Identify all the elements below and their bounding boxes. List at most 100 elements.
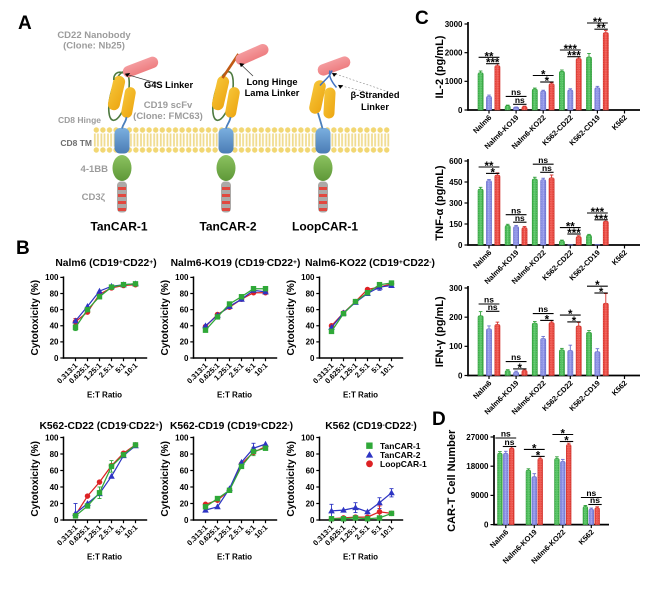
- svg-text:**: **: [566, 222, 575, 234]
- svg-text:***: ***: [567, 228, 581, 240]
- svg-text:40: 40: [180, 322, 189, 331]
- svg-text:0: 0: [54, 354, 59, 363]
- svg-text:60: 60: [180, 305, 189, 314]
- svg-text:*: *: [536, 450, 541, 462]
- svg-text:0: 0: [54, 516, 59, 525]
- svg-text:*: *: [518, 363, 523, 375]
- svg-text:TanCAR-1: TanCAR-1: [90, 220, 147, 234]
- svg-text:E:T Ratio: E:T Ratio: [87, 391, 122, 400]
- svg-text:100: 100: [301, 433, 315, 442]
- svg-text:E:T Ratio: E:T Ratio: [217, 553, 252, 562]
- svg-text:*: *: [545, 76, 550, 88]
- svg-text:ns: ns: [505, 437, 515, 447]
- svg-text:20: 20: [50, 499, 59, 508]
- svg-text:E:T Ratio: E:T Ratio: [343, 391, 378, 400]
- svg-text:C: C: [415, 8, 429, 29]
- svg-text:100: 100: [301, 273, 315, 282]
- svg-text:Cytotoxicity (%): Cytotoxicity (%): [286, 280, 297, 356]
- svg-text:40: 40: [50, 483, 59, 492]
- svg-text:Nalm6-KO19 (CD19-CD22+): Nalm6-KO19 (CD19-CD22+): [171, 258, 301, 269]
- svg-text:**: **: [485, 161, 494, 173]
- svg-text:300: 300: [449, 199, 463, 208]
- svg-text:TNF-α (pg/mL): TNF-α (pg/mL): [434, 165, 446, 241]
- svg-text:40: 40: [306, 322, 315, 331]
- svg-text:18000: 18000: [466, 462, 489, 471]
- svg-text:ns: ns: [590, 495, 600, 505]
- svg-text:80: 80: [306, 450, 315, 459]
- svg-text:0: 0: [484, 520, 489, 529]
- svg-text:IFN-γ (pg/mL): IFN-γ (pg/mL): [434, 296, 446, 367]
- svg-text:TanCAR-1: TanCAR-1: [380, 441, 421, 451]
- svg-text:CD8 TM: CD8 TM: [60, 138, 92, 148]
- svg-text:ns: ns: [515, 95, 525, 105]
- svg-text:***: ***: [486, 58, 500, 70]
- svg-text:*: *: [532, 443, 537, 455]
- svg-text:*: *: [568, 309, 573, 321]
- svg-text:80: 80: [50, 289, 59, 298]
- svg-text:4-1BB: 4-1BB: [81, 164, 109, 175]
- svg-text:20: 20: [180, 499, 189, 508]
- svg-text:ns: ns: [538, 155, 548, 165]
- svg-text:TanCAR-2: TanCAR-2: [199, 220, 256, 234]
- svg-text:0: 0: [310, 354, 315, 363]
- svg-text:CD19 scFv: CD19 scFv: [144, 100, 193, 111]
- svg-text:3000: 3000: [445, 20, 463, 29]
- svg-text:*: *: [541, 70, 546, 82]
- svg-text:Lama Linker: Lama Linker: [245, 88, 300, 98]
- svg-text:80: 80: [180, 289, 189, 298]
- svg-text:0: 0: [458, 241, 463, 250]
- svg-text:A: A: [18, 13, 32, 34]
- svg-text:Linker: Linker: [361, 102, 389, 112]
- svg-text:D: D: [432, 409, 446, 430]
- svg-text:G4S Linker: G4S Linker: [144, 80, 193, 90]
- svg-text:LoopCAR-1: LoopCAR-1: [380, 459, 427, 469]
- svg-text:β-Stranded: β-Stranded: [350, 90, 399, 100]
- svg-text:9000: 9000: [471, 491, 489, 500]
- svg-text:0: 0: [310, 516, 315, 525]
- svg-text:K562 (CD19-CD22-): K562 (CD19-CD22-): [325, 421, 417, 432]
- svg-text:Cytotoxicity (%): Cytotoxicity (%): [286, 441, 297, 517]
- svg-text:60: 60: [50, 466, 59, 475]
- svg-text:ns: ns: [511, 352, 521, 362]
- svg-text:1000: 1000: [445, 77, 463, 86]
- svg-text:20: 20: [306, 338, 315, 347]
- svg-text:ns: ns: [484, 295, 494, 305]
- svg-text:ns: ns: [538, 304, 548, 314]
- svg-text:Cytotoxicity (%): Cytotoxicity (%): [30, 441, 41, 517]
- svg-text:150: 150: [449, 220, 463, 229]
- svg-text:ns: ns: [515, 213, 525, 223]
- svg-text:0: 0: [458, 106, 463, 115]
- svg-text:CAR-T Cell Number: CAR-T Cell Number: [446, 429, 458, 532]
- svg-text:**: **: [597, 23, 606, 35]
- svg-text:E:T Ratio: E:T Ratio: [87, 553, 122, 562]
- svg-text:40: 40: [180, 483, 189, 492]
- svg-text:40: 40: [50, 322, 59, 331]
- svg-text:ns: ns: [511, 87, 521, 97]
- svg-text:40: 40: [306, 483, 315, 492]
- svg-text:0: 0: [184, 354, 189, 363]
- svg-text:ns: ns: [501, 429, 511, 439]
- svg-text:Cytotoxicity (%): Cytotoxicity (%): [160, 280, 171, 356]
- svg-text:CD8 Hinge: CD8 Hinge: [58, 115, 101, 125]
- svg-text:K562-CD22 (CD19-CD22+): K562-CD22 (CD19-CD22+): [39, 421, 162, 432]
- svg-text:K562-CD19 (CD19+CD22-): K562-CD19 (CD19+CD22-): [170, 421, 293, 432]
- svg-text:ns: ns: [488, 302, 498, 312]
- svg-text:Nalm6-KO22 (CD19+CD22-): Nalm6-KO22 (CD19+CD22-): [305, 258, 435, 269]
- svg-text:0: 0: [184, 516, 189, 525]
- svg-text:***: ***: [567, 51, 581, 63]
- svg-text:60: 60: [50, 305, 59, 314]
- svg-text:*: *: [564, 436, 569, 448]
- svg-text:600: 600: [449, 157, 463, 166]
- svg-text:*: *: [490, 167, 495, 179]
- svg-text:60: 60: [306, 466, 315, 475]
- svg-text:20: 20: [306, 499, 315, 508]
- svg-text:Cytotoxicity (%): Cytotoxicity (%): [30, 280, 41, 356]
- svg-text:***: ***: [591, 207, 605, 219]
- svg-text:100: 100: [175, 273, 189, 282]
- svg-text:80: 80: [50, 450, 59, 459]
- svg-text:CD3ζ: CD3ζ: [82, 192, 106, 203]
- svg-text:*: *: [595, 280, 600, 292]
- svg-text:IL-2 (pg/mL): IL-2 (pg/mL): [434, 35, 446, 98]
- svg-text:200: 200: [449, 313, 463, 322]
- svg-text:Long Hinge: Long Hinge: [246, 77, 297, 87]
